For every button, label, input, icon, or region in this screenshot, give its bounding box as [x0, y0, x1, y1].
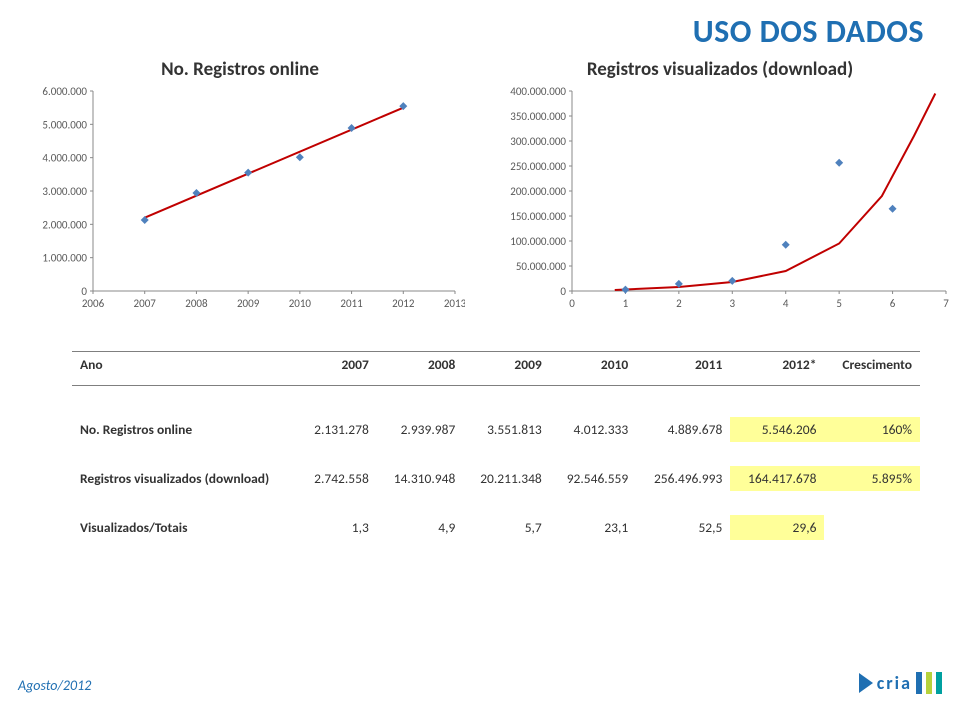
table-cell: 1,3: [298, 515, 377, 540]
table-cell: 2.131.278: [298, 417, 377, 442]
table-header-cell: 2012*: [730, 352, 824, 377]
chart-marker: [782, 241, 790, 249]
left-chart-block: No. Registros online 01.000.0002.000.000…: [0, 8, 480, 315]
data-table: Ano200720082009201020112012*Crescimento N…: [72, 352, 920, 540]
table-row: Registros visualizados (download)2.742.5…: [72, 466, 920, 491]
table-header-cell: Crescimento: [824, 352, 920, 377]
table-header-cell: 2009: [463, 352, 549, 377]
table-header-cell: 2007: [298, 352, 377, 377]
table-cell: 4.889.678: [636, 417, 730, 442]
row-label: No. Registros online: [72, 417, 298, 442]
logo-band-3: [936, 672, 942, 694]
table-cell: 160%: [824, 417, 920, 442]
chart-marker: [728, 277, 736, 285]
ytick-label: 6.000.000: [42, 85, 87, 98]
ytick-label: 3.000.000: [42, 185, 87, 198]
table-header-rule: [72, 385, 920, 386]
right-chart: 0 50.000.000 100.000.000 150.000.000 200.000…: [480, 85, 960, 315]
table-cell: 5.895%: [824, 466, 920, 491]
xtick-label: 2012: [392, 297, 415, 310]
xtick-label: 4: [783, 297, 789, 310]
trend-curve: [615, 94, 936, 291]
logo-band-1: [916, 672, 922, 694]
xtick-label: 2006: [82, 297, 105, 310]
table-cell: 2.939.987: [377, 417, 463, 442]
xtick-label: 5: [836, 297, 842, 310]
table-cell: 14.310.948: [377, 466, 463, 491]
xtick-label: 2011: [340, 297, 363, 310]
ytick-label: 300.000.000: [510, 135, 566, 148]
table-row: No. Registros online2.131.2782.939.9873.…: [72, 417, 920, 442]
table-cell: 20.211.348: [463, 466, 549, 491]
table-header-cell: 2011: [636, 352, 730, 377]
xtick-label: 1: [623, 297, 629, 310]
table-cell: 164.417.678: [730, 466, 824, 491]
chart-marker: [889, 205, 897, 213]
row-label: Registros visualizados (download): [72, 466, 298, 491]
row-label: Visualizados/Totais: [72, 515, 298, 540]
right-chart-block: Registros visualizados (download) 0 50.00…: [480, 8, 960, 315]
ytick-label: 2.000.000: [42, 218, 87, 231]
table-cell: 5.546.206: [730, 417, 824, 442]
table-cell: 2.742.558: [298, 466, 377, 491]
logo-band-2: [926, 672, 932, 694]
xtick-label: 2010: [289, 297, 312, 310]
xtick-label: 7: [943, 297, 949, 310]
ytick-label: 150.000.000: [510, 210, 566, 223]
chart-marker: [296, 153, 304, 161]
brand-logo: cria: [859, 672, 942, 694]
table-cell: 4,9: [377, 515, 463, 540]
left-chart: 01.000.0002.000.0003.000.0004.000.0005.0…: [15, 85, 465, 315]
xtick-label: 2008: [185, 297, 208, 310]
table-cell: 29,6: [730, 515, 824, 540]
logo-text: cria: [877, 672, 912, 694]
data-table-wrap: Ano200720082009201020112012*Crescimento N…: [72, 351, 920, 540]
xtick-label: 3: [729, 297, 735, 310]
ytick-label: 250.000.000: [510, 160, 566, 173]
table-header-cell: 2010: [550, 352, 636, 377]
table-cell: 4.012.333: [550, 417, 636, 442]
logo-chevron-icon: [859, 673, 873, 693]
table-header-row: Ano200720082009201020112012*Crescimento: [72, 352, 920, 377]
xtick-label: 2: [676, 297, 682, 310]
table-cell: 52,5: [636, 515, 730, 540]
table-cell: 5,7: [463, 515, 549, 540]
right-chart-title: Registros visualizados (download): [480, 58, 960, 81]
table-cell: [824, 515, 920, 540]
trend-line: [145, 108, 404, 218]
table-row: Visualizados/Totais1,34,95,723,152,529,6: [72, 515, 920, 540]
table-cell: 3.551.813: [463, 417, 549, 442]
table-cell: 256.496.993: [636, 466, 730, 491]
footer: Agosto/2012 cria: [18, 672, 942, 694]
ytick-label: 50.000.000: [516, 260, 567, 273]
xtick-label: 2013: [444, 297, 465, 310]
xtick-label: 2007: [134, 297, 157, 310]
ytick-label: 400.000.000: [510, 85, 566, 98]
ytick-label: 350.000.000: [510, 110, 566, 123]
xtick-label: 6: [890, 297, 896, 310]
page-title: USO DOS DADOS: [693, 12, 924, 51]
ytick-label: 0: [560, 285, 566, 298]
ytick-label: 4.000.000: [42, 152, 87, 165]
table-header-cell: 2008: [377, 352, 463, 377]
xtick-label: 0: [569, 297, 575, 310]
table-cell: 23,1: [550, 515, 636, 540]
xtick-label: 2009: [237, 297, 260, 310]
chart-marker: [621, 286, 629, 294]
ytick-label: 200.000.000: [510, 185, 566, 198]
table-cell: 92.546.559: [550, 466, 636, 491]
left-chart-title: No. Registros online: [0, 58, 480, 81]
ytick-label: 100.000.000: [510, 235, 566, 248]
chart-marker: [835, 159, 843, 167]
ytick-label: 5.000.000: [42, 118, 87, 131]
table-header-cell: Ano: [72, 352, 298, 377]
ytick-label: 1.000.000: [42, 252, 87, 265]
footer-date: Agosto/2012: [18, 677, 91, 694]
